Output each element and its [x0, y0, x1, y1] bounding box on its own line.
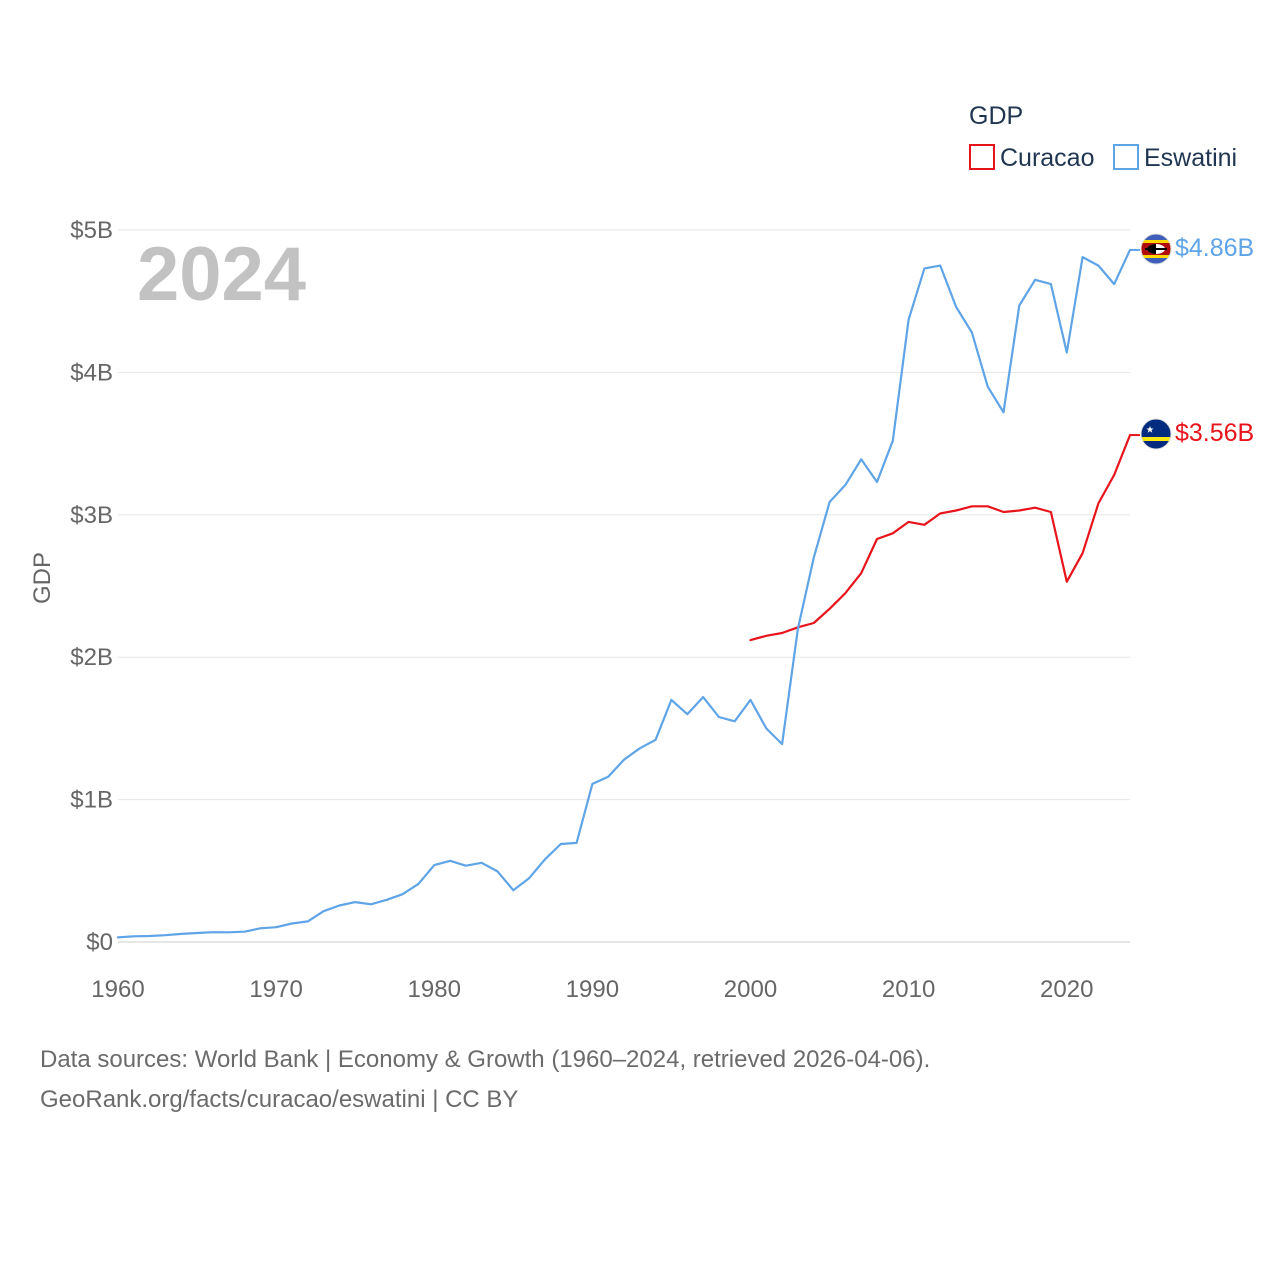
- legend-item-eswatini[interactable]: Eswatini: [1113, 144, 1237, 172]
- legend-label-curacao: Curacao: [1000, 144, 1095, 172]
- end-label-eswatini: $4.86B: [1175, 234, 1254, 262]
- x-tick-label: 1980: [408, 976, 461, 1003]
- x-tick-label: 2010: [882, 976, 935, 1003]
- legend-title: GDP: [969, 102, 1023, 130]
- footer-credit: GeoRank.org/facts/curacao/eswatini | CC …: [40, 1086, 519, 1113]
- legend-swatch-eswatini: [1113, 144, 1139, 170]
- series-line-eswatini: [116, 248, 1132, 939]
- y-tick-label: $5B: [70, 217, 113, 244]
- legend-swatch-curacao: [969, 144, 995, 170]
- y-tick-label: $0: [86, 929, 113, 956]
- y-axis-ticks: $0 $1B $2B $3B $4B $5B: [70, 217, 113, 956]
- year-label: 2024: [137, 232, 306, 317]
- y-tick-label: $1B: [70, 787, 113, 814]
- x-tick-label: 2000: [724, 976, 777, 1003]
- curacao-flag-icon: [1140, 418, 1172, 450]
- y-tick-label: $4B: [70, 359, 113, 386]
- series-line-curacao: [749, 434, 1132, 642]
- y-axis-label: GDP: [29, 552, 56, 604]
- legend-item-curacao[interactable]: Curacao: [969, 144, 1095, 172]
- series-lines: [116, 248, 1140, 939]
- legend-label-eswatini: Eswatini: [1144, 144, 1237, 172]
- end-label-curacao: $3.56B: [1175, 419, 1254, 447]
- y-tick-label: $3B: [70, 502, 113, 529]
- x-tick-label: 1970: [249, 976, 302, 1003]
- x-axis-ticks: 1960 1970 1980 1990 2000 2010 2020: [91, 976, 1093, 1003]
- x-tick-label: 1990: [566, 976, 619, 1003]
- footer: Data sources: World Bank | Economy & Gro…: [40, 1040, 1240, 1120]
- legend: GDP Curacao Eswatini: [969, 102, 1237, 172]
- x-tick-label: 1960: [91, 976, 144, 1003]
- y-tick-label: $2B: [70, 644, 113, 671]
- gridlines: [118, 229, 1130, 943]
- x-tick-label: 2020: [1040, 976, 1093, 1003]
- eswatini-flag-icon: [1140, 233, 1172, 265]
- footer-sources: Data sources: World Bank | Economy & Gro…: [40, 1046, 931, 1073]
